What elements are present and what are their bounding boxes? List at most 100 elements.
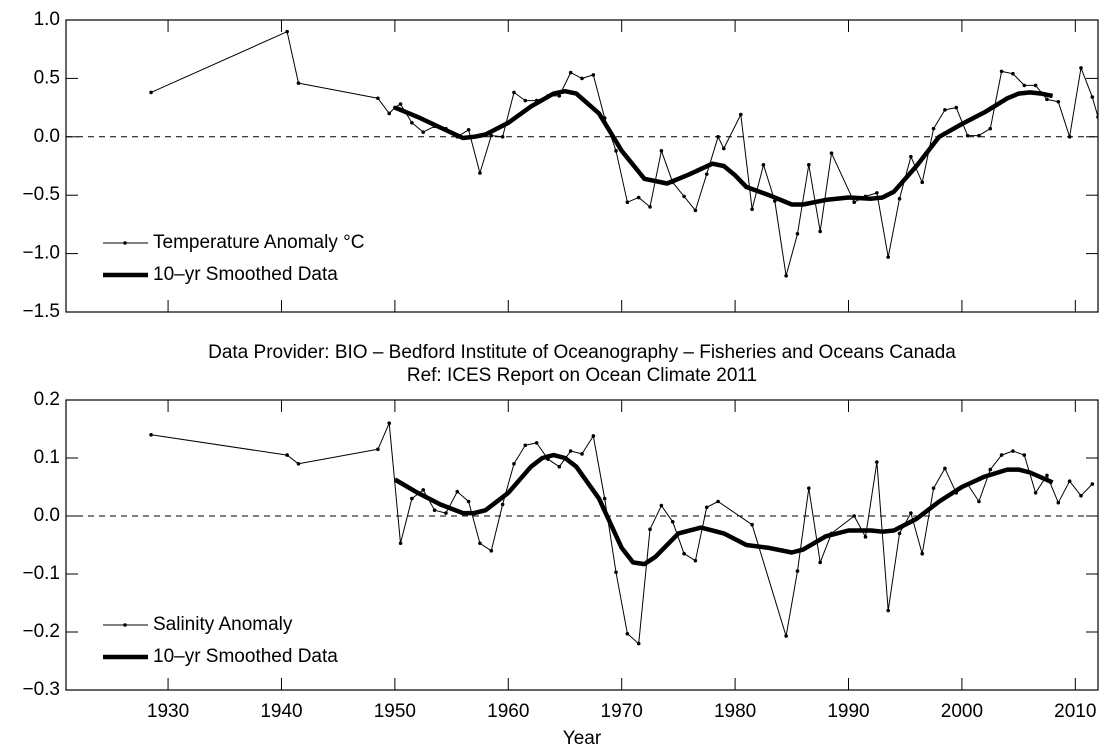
data-point <box>1090 95 1095 99</box>
data-point <box>977 499 981 504</box>
data-point <box>852 200 856 205</box>
data-point <box>580 76 584 81</box>
data-point <box>580 452 584 456</box>
y-tick-label: 0.2 <box>34 389 60 410</box>
data-point <box>625 200 630 205</box>
data-point <box>1022 453 1027 457</box>
data-point <box>931 126 936 131</box>
annotation: Ref: ICES Report on Ocean Climate 2011 <box>407 365 757 386</box>
data-point <box>750 522 754 527</box>
data-point <box>977 133 981 138</box>
x-tick-label: 1950 <box>374 701 416 722</box>
smoothed-line <box>394 88 1054 207</box>
data-point <box>398 541 403 546</box>
data-point <box>489 549 494 553</box>
data-point <box>1045 97 1049 102</box>
data-point <box>704 172 709 176</box>
legend-label: Salinity Anomaly <box>153 614 293 635</box>
data-point <box>398 102 403 106</box>
plot-area <box>149 421 1095 646</box>
data-point <box>1033 491 1038 495</box>
smoothed-line <box>393 452 1054 567</box>
x-axis-label: Year <box>563 728 602 749</box>
plot-frame <box>65 399 1099 691</box>
data-point <box>670 520 675 524</box>
data-point <box>761 163 766 167</box>
data-point <box>1045 473 1049 478</box>
data-point <box>500 502 505 507</box>
data-point <box>875 460 879 464</box>
plot-frame <box>65 19 1099 313</box>
data-point <box>296 81 301 85</box>
data-point <box>659 149 664 153</box>
data-point <box>285 453 289 457</box>
data-point <box>512 462 516 466</box>
x-tick-label: 1970 <box>601 701 643 722</box>
data-point <box>466 499 471 504</box>
data-point <box>852 514 856 518</box>
data-point <box>568 70 573 75</box>
y-tick-label: −0.2 <box>22 621 60 642</box>
data-point <box>149 433 153 437</box>
data-point <box>750 207 754 212</box>
data-point <box>716 135 720 139</box>
data-point <box>557 464 562 469</box>
data-point <box>387 421 392 426</box>
data-point <box>1090 482 1095 486</box>
data-point <box>1096 115 1098 119</box>
data-point <box>693 558 698 563</box>
data-point <box>795 569 800 573</box>
data-point <box>636 641 641 646</box>
data-point <box>738 112 743 117</box>
y-tick-label: −0.3 <box>22 679 60 700</box>
x-tick-label: 2000 <box>941 701 983 722</box>
data-point <box>909 154 913 159</box>
data-point <box>1056 99 1061 104</box>
data-point <box>795 231 800 236</box>
data-point <box>829 151 834 155</box>
data-point <box>682 194 686 199</box>
anomaly-line <box>151 422 1093 645</box>
y-tick-label: −0.1 <box>22 563 60 584</box>
data-point <box>659 503 664 508</box>
data-point <box>886 608 890 613</box>
data-point <box>784 273 788 278</box>
data-point <box>410 496 414 501</box>
data-point <box>954 105 959 110</box>
data-point <box>1067 135 1072 139</box>
data-point <box>784 634 788 638</box>
annotation: Data Provider: BIO – Bedford Institute o… <box>208 342 956 363</box>
legend-marker <box>123 623 127 627</box>
x-tick-label: 1930 <box>147 701 189 722</box>
y-tick-label: 0.0 <box>34 126 60 147</box>
data-point <box>466 127 471 132</box>
data-point <box>818 560 822 565</box>
data-point <box>1011 71 1015 76</box>
data-point <box>591 73 596 77</box>
data-point <box>704 505 709 510</box>
data-point <box>897 196 902 201</box>
data-point <box>489 133 494 138</box>
x-tick-label: 1990 <box>827 701 869 722</box>
data-point <box>886 255 890 259</box>
x-tick-label: 1980 <box>714 701 756 722</box>
data-point <box>693 208 698 213</box>
y-tick-label: 0.0 <box>34 505 60 526</box>
data-point <box>943 108 947 112</box>
data-point <box>534 441 539 445</box>
data-point <box>807 163 811 167</box>
data-point <box>648 205 652 209</box>
data-point <box>897 531 902 536</box>
y-tick-label: 0.5 <box>34 67 60 88</box>
data-point <box>1033 83 1038 88</box>
data-point <box>512 90 516 95</box>
data-point <box>931 486 936 490</box>
legend-label: Temperature Anomaly °C <box>153 232 364 253</box>
data-point <box>614 570 618 575</box>
data-point <box>500 135 505 139</box>
data-point <box>909 511 913 515</box>
data-point <box>943 466 947 471</box>
x-tick-label: 2010 <box>1054 701 1096 722</box>
data-point <box>625 631 630 636</box>
